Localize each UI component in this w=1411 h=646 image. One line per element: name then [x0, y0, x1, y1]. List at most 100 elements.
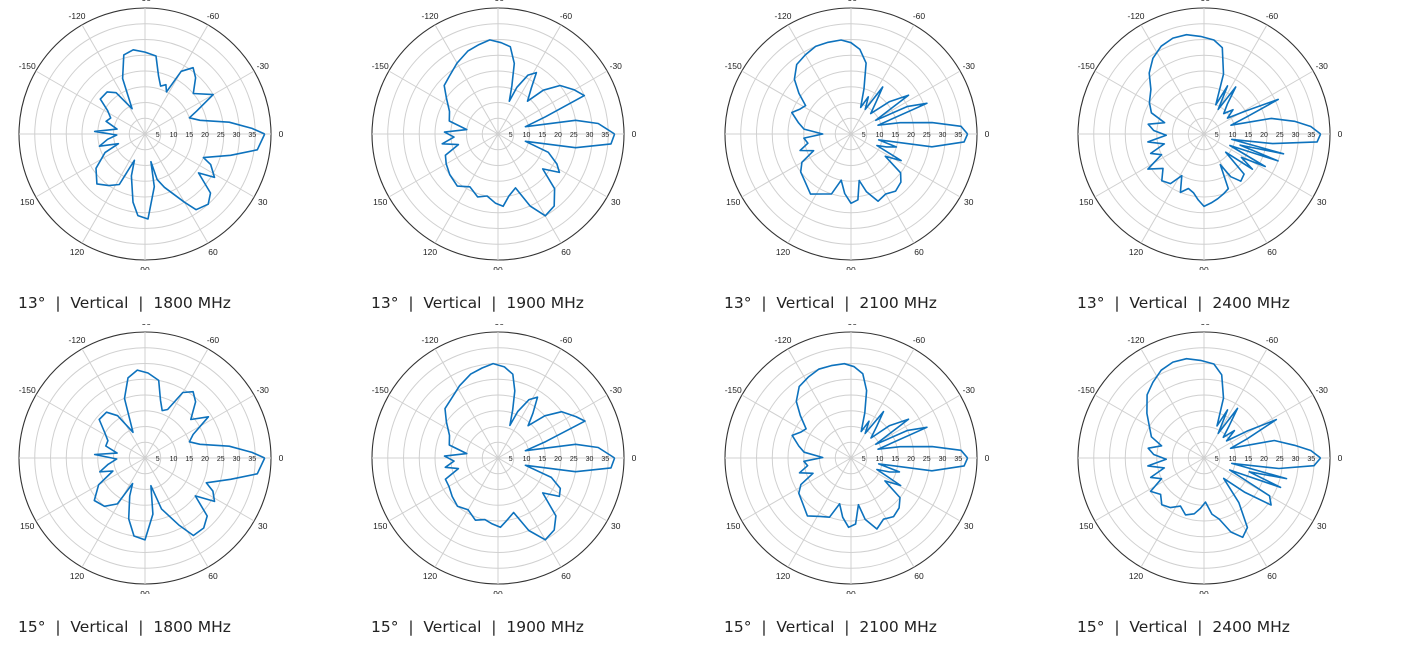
angle-tick-label: -90 [845, 0, 858, 3]
polar-grid-spoke [35, 394, 146, 459]
polar-grid-spoke [497, 457, 562, 568]
angle-tick-label: 30 [1317, 521, 1327, 531]
angle-tick-label: -90 [492, 0, 505, 3]
angle-tick-label: -120 [68, 11, 85, 21]
angle-tick-label: -90 [139, 324, 152, 327]
radial-tick-label: 25 [1276, 132, 1284, 139]
polar-grid-spoke [144, 457, 209, 568]
chart-caption: 13° | Vertical | 2100 MHz [724, 294, 937, 312]
angle-tick-label: 150 [20, 521, 34, 531]
radiation-pattern-trace [1147, 33, 1322, 208]
radial-tick-label: 20 [554, 132, 562, 139]
angle-tick-label: -60 [913, 11, 926, 21]
angle-tick-label: 150 [20, 197, 34, 207]
radial-tick-label: 5 [862, 456, 866, 463]
angle-tick-label: -120 [421, 11, 438, 21]
angle-tick-label: -30 [257, 61, 270, 71]
radiation-pattern-trace [443, 362, 616, 541]
angle-tick-label: 60 [914, 571, 924, 581]
angle-tick-label: 30 [964, 197, 974, 207]
polar-grid-spoke [144, 348, 209, 459]
radial-tick-label: 20 [907, 456, 915, 463]
radial-tick-label: 25 [1276, 456, 1284, 463]
polar-grid-spoke [741, 394, 852, 459]
angle-tick-label: 150 [1079, 197, 1093, 207]
chart-caption: 15° | Vertical | 2400 MHz [1077, 618, 1290, 636]
radial-tick-label: 20 [201, 456, 209, 463]
polar-grid-spoke [1203, 70, 1314, 135]
angle-tick-label: -150 [372, 385, 389, 395]
angle-tick-label: 150 [1079, 521, 1093, 531]
polar-grid-spoke [388, 394, 499, 459]
radial-tick-label: 30 [939, 132, 947, 139]
polar-chart: -90-60-300306090120150180-150-1203530252… [724, 0, 1076, 322]
radial-tick-label: 25 [570, 132, 578, 139]
polar-grid-spoke [497, 394, 608, 459]
polar-grid-spoke [35, 457, 146, 522]
radial-tick-label: 35 [601, 132, 609, 139]
radial-tick-label: 10 [876, 132, 884, 139]
angle-tick-label: -60 [913, 335, 926, 345]
polar-grid-spoke [850, 133, 915, 244]
radiation-pattern-trace [441, 39, 616, 217]
radial-tick-label: 30 [939, 456, 947, 463]
polar-grid-spoke [144, 457, 255, 522]
angle-tick-label: 90 [846, 265, 856, 270]
polar-plot-area: -90-60-300306090120150180-150-1203530252… [371, 324, 637, 594]
radial-tick-label: 25 [217, 132, 225, 139]
polar-grid-spoke [1140, 348, 1205, 459]
radial-tick-label: 30 [586, 456, 594, 463]
radial-tick-label: 15 [185, 456, 193, 463]
radial-tick-label: 15 [891, 132, 899, 139]
angle-tick-label: -90 [1198, 0, 1211, 3]
angle-tick-label: 30 [611, 197, 621, 207]
polar-grid-spoke [144, 24, 209, 135]
angle-tick-label: 0 [1338, 129, 1343, 139]
radial-tick-label: 35 [248, 456, 256, 463]
radial-tick-label: 30 [1292, 132, 1300, 139]
angle-tick-label: 60 [1267, 247, 1277, 257]
polar-grid-spoke [850, 70, 961, 135]
polar-grid-spoke [144, 70, 255, 135]
polar-grid-spoke [1094, 133, 1205, 198]
angle-tick-label: -120 [1127, 11, 1144, 21]
angle-tick-label: 90 [846, 589, 856, 594]
angle-tick-label: -150 [1078, 385, 1095, 395]
angle-tick-label: -30 [963, 385, 976, 395]
polar-grid-spoke [741, 133, 852, 198]
angle-tick-label: 30 [964, 521, 974, 531]
angle-tick-label: 90 [1199, 265, 1209, 270]
radial-tick-label: 25 [923, 456, 931, 463]
angle-tick-label: -120 [421, 335, 438, 345]
polar-grid-spoke [850, 394, 961, 459]
radial-tick-label: 20 [201, 132, 209, 139]
polar-plot-area: -90-60-300306090120150180-150-1203530252… [18, 0, 284, 270]
chart-caption: 15° | Vertical | 1900 MHz [371, 618, 584, 636]
radial-tick-label: 25 [923, 132, 931, 139]
angle-tick-label: -90 [845, 324, 858, 327]
angle-tick-label: 60 [561, 247, 571, 257]
polar-grid-spoke [741, 457, 852, 522]
polar-grid-spoke [497, 24, 562, 135]
angle-tick-label: 90 [493, 589, 503, 594]
radial-tick-label: 30 [586, 132, 594, 139]
angle-tick-label: -150 [725, 61, 742, 71]
polar-plot-area: -90-60-300306090120150180-150-1203530252… [18, 324, 284, 594]
angle-tick-label: -30 [610, 385, 623, 395]
chart-caption: 13° | Vertical | 1800 MHz [18, 294, 231, 312]
angle-tick-label: 30 [258, 521, 268, 531]
radial-tick-label: 35 [954, 132, 962, 139]
angle-tick-label: 120 [1129, 247, 1143, 257]
angle-tick-label: -90 [139, 0, 152, 3]
polar-grid-spoke [787, 24, 852, 135]
angle-tick-label: 0 [985, 129, 990, 139]
chart-caption: 13° | Vertical | 2400 MHz [1077, 294, 1290, 312]
radial-tick-label: 5 [1215, 132, 1219, 139]
angle-tick-label: -60 [560, 335, 573, 345]
angle-tick-label: -60 [1266, 335, 1279, 345]
angle-tick-label: 30 [258, 197, 268, 207]
radial-tick-label: 20 [1260, 456, 1268, 463]
polar-grid-spoke [787, 133, 852, 244]
angle-tick-label: 150 [726, 521, 740, 531]
angle-tick-label: -30 [257, 385, 270, 395]
